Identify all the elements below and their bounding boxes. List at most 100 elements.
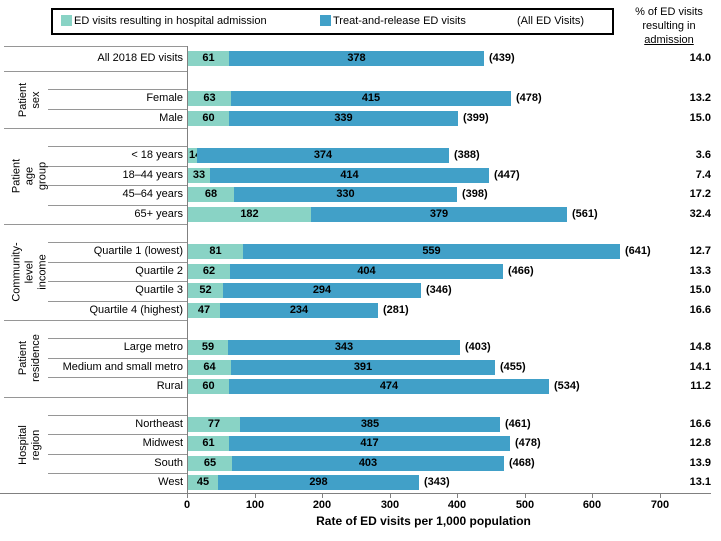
bar-value-treat: 414 [340,169,359,181]
bar-total-label: (561) [572,208,598,220]
bar-value-admission: 62 [202,265,216,277]
bar-value-treat: 343 [334,341,354,353]
category-separator-line [48,338,187,339]
bar-segment-admission: 33 [188,168,210,183]
x-axis-tick [660,494,661,498]
x-axis-tick-label: 300 [380,499,400,511]
bar-value-treat: 339 [334,112,353,124]
pct-value: 7.4 [695,169,711,181]
x-axis-line [0,493,711,494]
bar-segment-treat: 378 [229,51,484,66]
bar-value-treat: 330 [336,188,355,200]
bar-segment-treat: 298 [218,475,419,490]
right-header-line3: admission [644,34,694,46]
bar-total-label: (468) [509,457,535,469]
bar-segment-admission: 63 [188,91,231,106]
category-label: Quartile 1 (lowest) [93,245,183,257]
legend-label-all-visits: (All ED Visits) [517,15,585,27]
category-label: 65+ years [134,208,183,220]
bar-segment-treat: 391 [231,360,495,375]
group-separator-line [4,397,187,398]
x-axis-tick [255,494,256,498]
bar-value-treat: 415 [361,92,381,104]
category-separator-line [48,415,187,416]
bar-segment-treat: 343 [228,340,460,355]
bar-segment-admission: 45 [188,475,218,490]
bar-total-label: (403) [465,341,491,353]
category-separator-line [48,434,187,435]
bar-segment-admission: 182 [188,207,311,222]
pct-value: 13.2 [689,92,711,104]
bar-segment-admission: 77 [188,417,240,432]
x-axis-tick [322,494,323,498]
bar-segment-treat: 234 [220,303,378,318]
bar-segment-treat: 559 [243,244,620,259]
category-label: Female [146,92,183,104]
bar-value-treat: 404 [357,265,376,277]
bar-segment-treat: 379 [311,207,567,222]
bar-value-admission: 47 [197,304,211,316]
bar-value-treat: 374 [313,149,333,161]
category-label: West [158,476,183,488]
x-axis-tick-label: 200 [312,499,332,511]
bar-total-label: (534) [554,380,580,392]
category-label: 18–44 years [122,169,183,181]
bar-segment-treat: 417 [229,436,510,451]
bar-segment-treat: 415 [231,91,511,106]
bar-total-label: (388) [454,149,480,161]
category-label: All 2018 ED visits [97,52,183,64]
bar-segment-treat: 474 [229,379,549,394]
group-separator-line [4,320,187,321]
category-label: Quartile 2 [135,265,183,277]
pct-value: 15.0 [689,284,711,296]
bar-value-admission: 65 [203,457,217,469]
category-separator-line [48,473,187,474]
category-label: Quartile 4 (highest) [89,304,183,316]
bar-value-treat: 385 [360,418,380,430]
category-label: Midwest [142,437,183,449]
pct-value: 15.0 [689,112,711,124]
bar-segment-treat: 374 [197,148,449,163]
right-column-header: % of ED visits resulting in admission [620,5,718,47]
pct-value: 13.3 [689,265,711,277]
bar-segment-treat: 414 [210,168,489,183]
legend-label-treat: Treat-and-release ED visits [333,15,466,27]
bar-total-label: (466) [508,265,534,277]
category-separator-line [48,377,187,378]
bar-segment-treat: 385 [240,417,500,432]
bar-segment-admission: 60 [188,379,229,394]
bar-total-label: (447) [494,169,520,181]
y-axis-line [187,46,188,493]
bar-segment-admission: 65 [188,456,232,471]
bar-segment-admission: 68 [188,187,234,202]
bar-value-admission: 182 [240,208,259,220]
bar-value-treat: 379 [429,208,449,220]
pct-value: 12.7 [689,245,711,257]
bar-segment-admission: 62 [188,264,230,279]
bar-segment-admission: 60 [188,111,229,126]
category-separator-line [48,109,187,110]
category-separator-line [48,454,187,455]
bar-total-label: (641) [625,245,651,257]
x-axis-tick-label: 500 [515,499,535,511]
category-label: 45–64 years [122,188,183,200]
bar-segment-admission: 61 [188,51,229,66]
bar-value-treat: 474 [379,380,399,392]
group-label: Patient sex [17,82,42,118]
bar-value-admission: 59 [201,341,215,353]
pct-value: 17.2 [689,188,711,200]
bar-segment-admission: 14 [188,148,201,163]
bar-segment-admission: 52 [188,283,223,298]
group-label: Patient age group [10,158,49,194]
pct-value: 14.0 [689,52,711,64]
pct-value: 13.9 [689,457,711,469]
x-axis-tick [457,494,458,498]
x-axis-tick [592,494,593,498]
bar-value-admission: 60 [202,112,215,124]
bar-total-label: (455) [500,361,526,373]
bar-total-label: (398) [462,188,488,200]
bar-value-treat: 559 [422,245,441,257]
x-axis-tick-label: 700 [650,499,670,511]
legend-label-admission: ED visits resulting in hospital admissio… [74,15,267,27]
